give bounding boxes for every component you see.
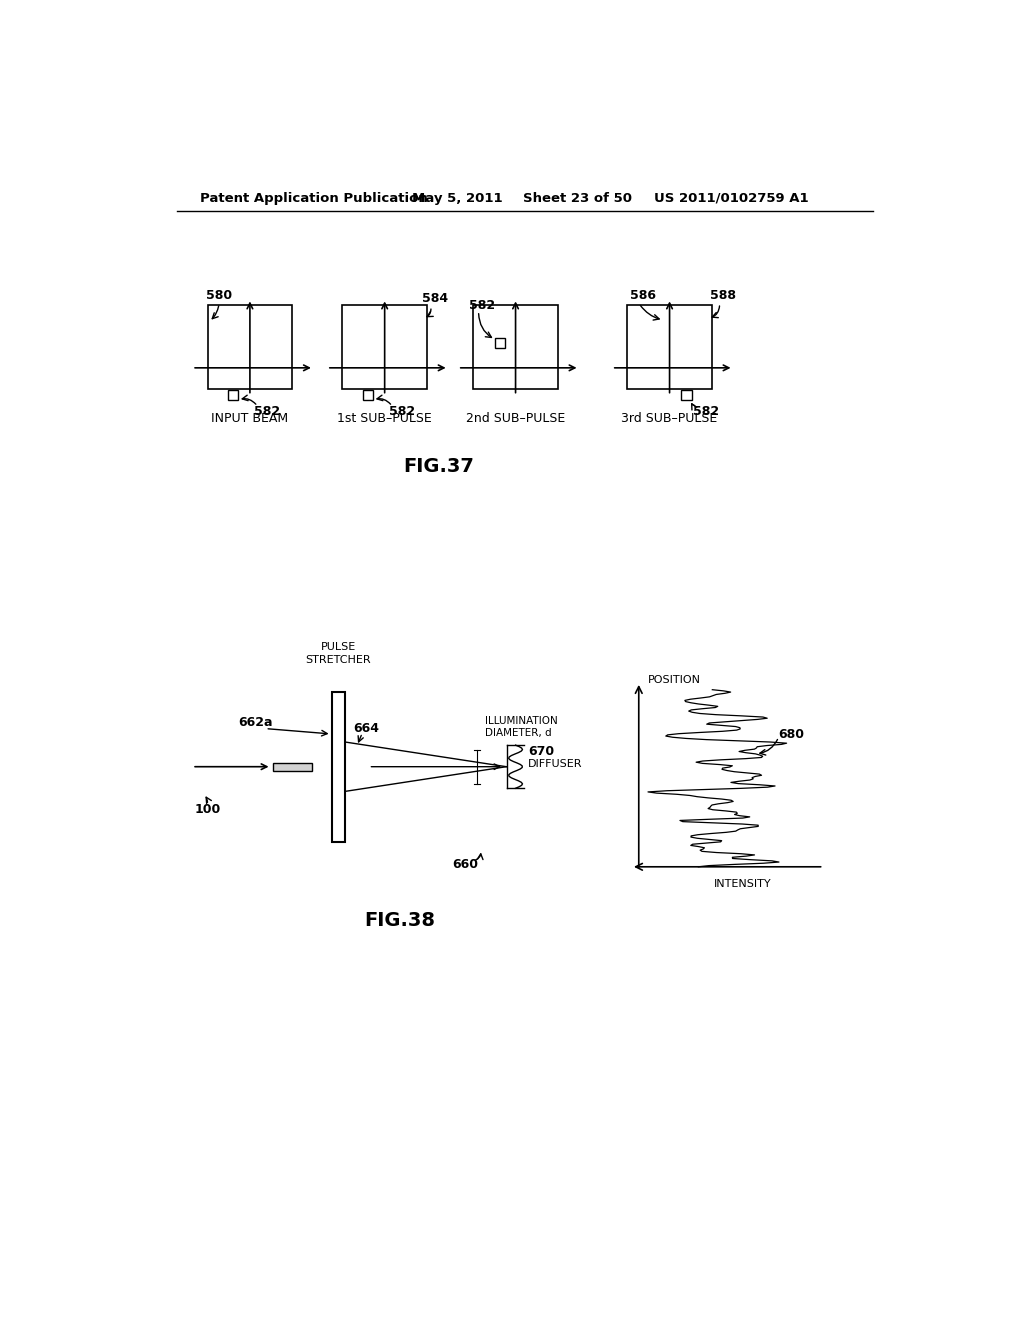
Text: 3rd SUB–PULSE: 3rd SUB–PULSE [622, 412, 718, 425]
Text: DIFFUSER: DIFFUSER [528, 759, 583, 770]
Bar [362, 389, 373, 400]
Bar [228, 389, 238, 400]
Text: Patent Application Publication: Patent Application Publication [200, 191, 428, 205]
Text: FIG.37: FIG.37 [403, 457, 474, 477]
Bar [682, 389, 691, 400]
Text: 1st SUB–PULSE: 1st SUB–PULSE [337, 412, 432, 425]
Text: 586: 586 [630, 289, 655, 302]
Text: ILLUMINATION
DIAMETER, d: ILLUMINATION DIAMETER, d [484, 715, 557, 738]
Text: INPUT BEAM: INPUT BEAM [211, 412, 289, 425]
Text: INTENSITY: INTENSITY [714, 879, 771, 888]
Text: May 5, 2011: May 5, 2011 [412, 191, 502, 205]
Text: 580: 580 [206, 289, 232, 302]
Text: 680: 680 [778, 729, 805, 741]
Text: 582: 582 [254, 405, 280, 418]
Bar [628, 305, 712, 389]
Text: 660: 660 [453, 858, 478, 871]
Text: 100: 100 [195, 803, 221, 816]
Bar [342, 305, 427, 389]
Text: PULSE
STRETCHER: PULSE STRETCHER [305, 643, 372, 665]
Text: 2nd SUB–PULSE: 2nd SUB–PULSE [466, 412, 565, 425]
Text: 582: 582 [692, 405, 719, 418]
Text: 664: 664 [353, 722, 379, 735]
Text: 670: 670 [528, 744, 554, 758]
Text: 662a: 662a [239, 715, 272, 729]
Text: 588: 588 [710, 289, 735, 302]
Text: 582: 582 [469, 298, 496, 312]
Text: FIG.38: FIG.38 [365, 911, 435, 931]
Text: 584: 584 [422, 292, 447, 305]
Bar [473, 305, 558, 389]
Text: Sheet 23 of 50: Sheet 23 of 50 [523, 191, 632, 205]
Text: POSITION: POSITION [648, 676, 701, 685]
Text: US 2011/0102759 A1: US 2011/0102759 A1 [654, 191, 809, 205]
Bar [496, 338, 505, 348]
Bar [208, 305, 292, 389]
Text: 582: 582 [388, 405, 415, 418]
Bar [332, 692, 345, 842]
Bar [273, 763, 311, 771]
